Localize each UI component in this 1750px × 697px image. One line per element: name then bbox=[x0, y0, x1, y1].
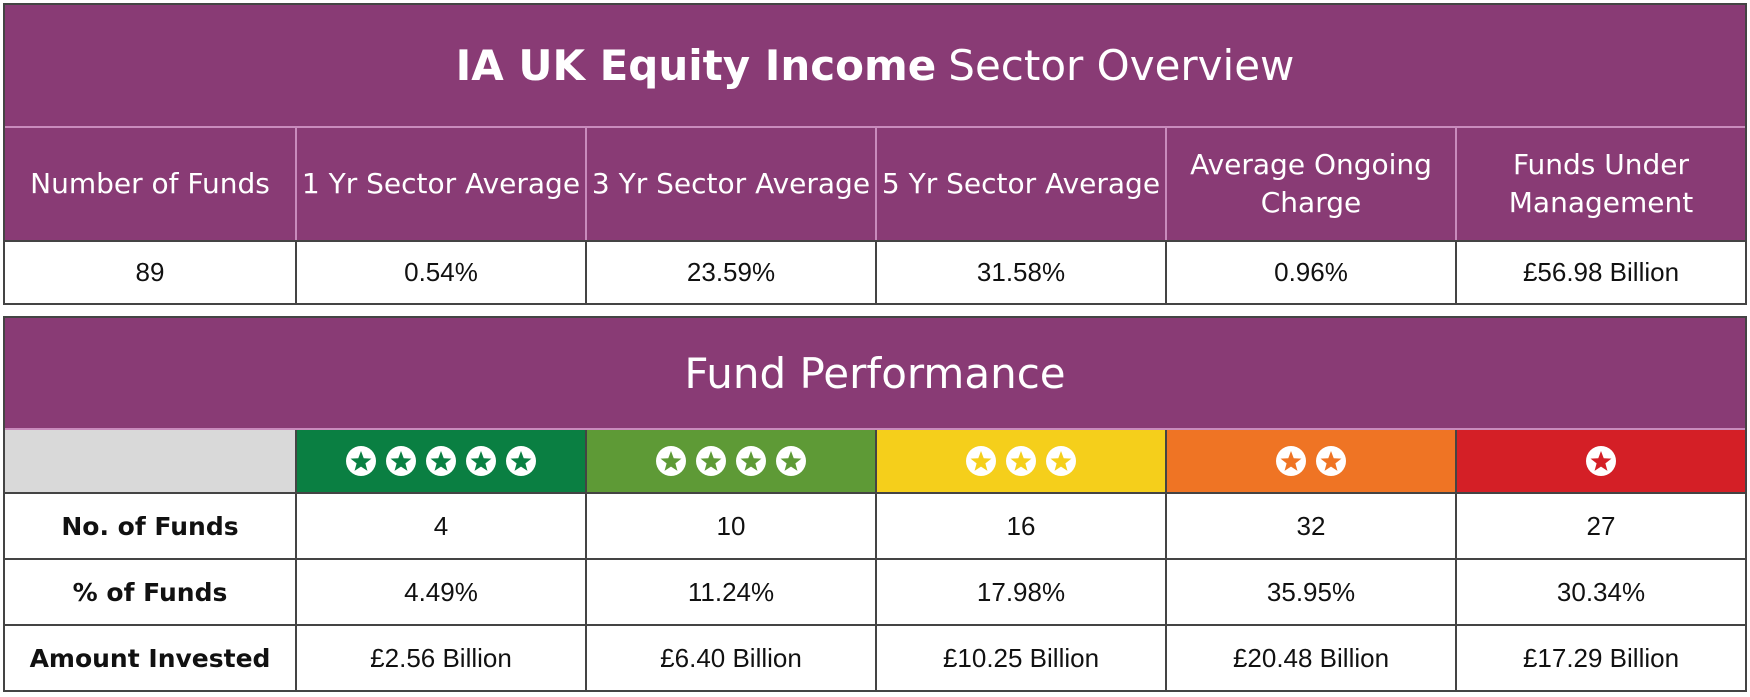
performance-value: 10 bbox=[585, 492, 875, 558]
star-icon bbox=[966, 446, 996, 476]
star bbox=[430, 451, 452, 471]
star bbox=[970, 451, 992, 471]
performance-value: £20.48 Billion bbox=[1165, 624, 1455, 690]
performance-title: Fund Performance bbox=[5, 318, 1745, 430]
rating-cell bbox=[1455, 430, 1745, 492]
star bbox=[660, 451, 682, 471]
star-icon bbox=[346, 446, 376, 476]
column-header: Funds Under Management bbox=[1455, 128, 1745, 240]
star bbox=[1010, 451, 1032, 471]
performance-value: £17.29 Billion bbox=[1455, 624, 1745, 690]
performance-value: 30.34% bbox=[1455, 558, 1745, 624]
row-label: No. of Funds bbox=[5, 492, 295, 558]
star-icon bbox=[736, 446, 766, 476]
star bbox=[1320, 451, 1342, 471]
performance-value: £6.40 Billion bbox=[585, 624, 875, 690]
star bbox=[740, 451, 762, 471]
star-icon bbox=[1316, 446, 1346, 476]
performance-value: 17.98% bbox=[875, 558, 1165, 624]
row-label: Amount Invested bbox=[5, 624, 295, 690]
performance-value: 4.49% bbox=[295, 558, 585, 624]
star bbox=[780, 451, 802, 471]
star-icon bbox=[506, 446, 536, 476]
title-rest: Sector Overview bbox=[948, 41, 1295, 90]
row-label: % of Funds bbox=[5, 558, 295, 624]
performance-value: 35.95% bbox=[1165, 558, 1455, 624]
star-icon bbox=[696, 446, 726, 476]
performance-value: 32 bbox=[1165, 492, 1455, 558]
rating-cell bbox=[1165, 430, 1455, 492]
star bbox=[510, 451, 532, 471]
rating-cell bbox=[295, 430, 585, 492]
star-icon bbox=[1276, 446, 1306, 476]
star-icon bbox=[1046, 446, 1076, 476]
star bbox=[700, 451, 722, 471]
title-bold: IA UK Equity Income bbox=[455, 41, 937, 90]
star-icon bbox=[426, 446, 456, 476]
star-icon bbox=[1006, 446, 1036, 476]
overview-value: 23.59% bbox=[585, 240, 875, 303]
performance-value: £10.25 Billion bbox=[875, 624, 1165, 690]
performance-value: 11.24% bbox=[585, 558, 875, 624]
star bbox=[1280, 451, 1302, 471]
star-icon bbox=[776, 446, 806, 476]
performance-value: 16 bbox=[875, 492, 1165, 558]
star-icon bbox=[466, 446, 496, 476]
star bbox=[470, 451, 492, 471]
overview-value: 89 bbox=[5, 240, 295, 303]
star bbox=[350, 451, 372, 471]
star bbox=[1590, 451, 1612, 471]
overview-value: 0.54% bbox=[295, 240, 585, 303]
star bbox=[390, 451, 412, 471]
blank-cell bbox=[5, 430, 295, 492]
rating-cell bbox=[875, 430, 1165, 492]
overview-value: £56.98 Billion bbox=[1455, 240, 1745, 303]
column-header: Average Ongoing Charge bbox=[1165, 128, 1455, 240]
column-header: 1 Yr Sector Average bbox=[295, 128, 585, 240]
star-icon bbox=[1586, 446, 1616, 476]
performance-value: £2.56 Billion bbox=[295, 624, 585, 690]
star-icon bbox=[386, 446, 416, 476]
star bbox=[1050, 451, 1072, 471]
performance-value: 27 bbox=[1455, 492, 1745, 558]
overview-value: 0.96% bbox=[1165, 240, 1455, 303]
sector-overview: IA UK Equity Income Sector Overview Numb… bbox=[3, 3, 1747, 305]
column-header: Number of Funds bbox=[5, 128, 295, 240]
fund-performance: Fund Performance No. of Funds 4 10 16 32 27 % … bbox=[3, 316, 1747, 692]
overview-value: 31.58% bbox=[875, 240, 1165, 303]
overview-title: IA UK Equity Income Sector Overview bbox=[5, 5, 1745, 128]
column-header: 3 Yr Sector Average bbox=[585, 128, 875, 240]
column-header: 5 Yr Sector Average bbox=[875, 128, 1165, 240]
performance-value: 4 bbox=[295, 492, 585, 558]
rating-cell bbox=[585, 430, 875, 492]
star-icon bbox=[656, 446, 686, 476]
